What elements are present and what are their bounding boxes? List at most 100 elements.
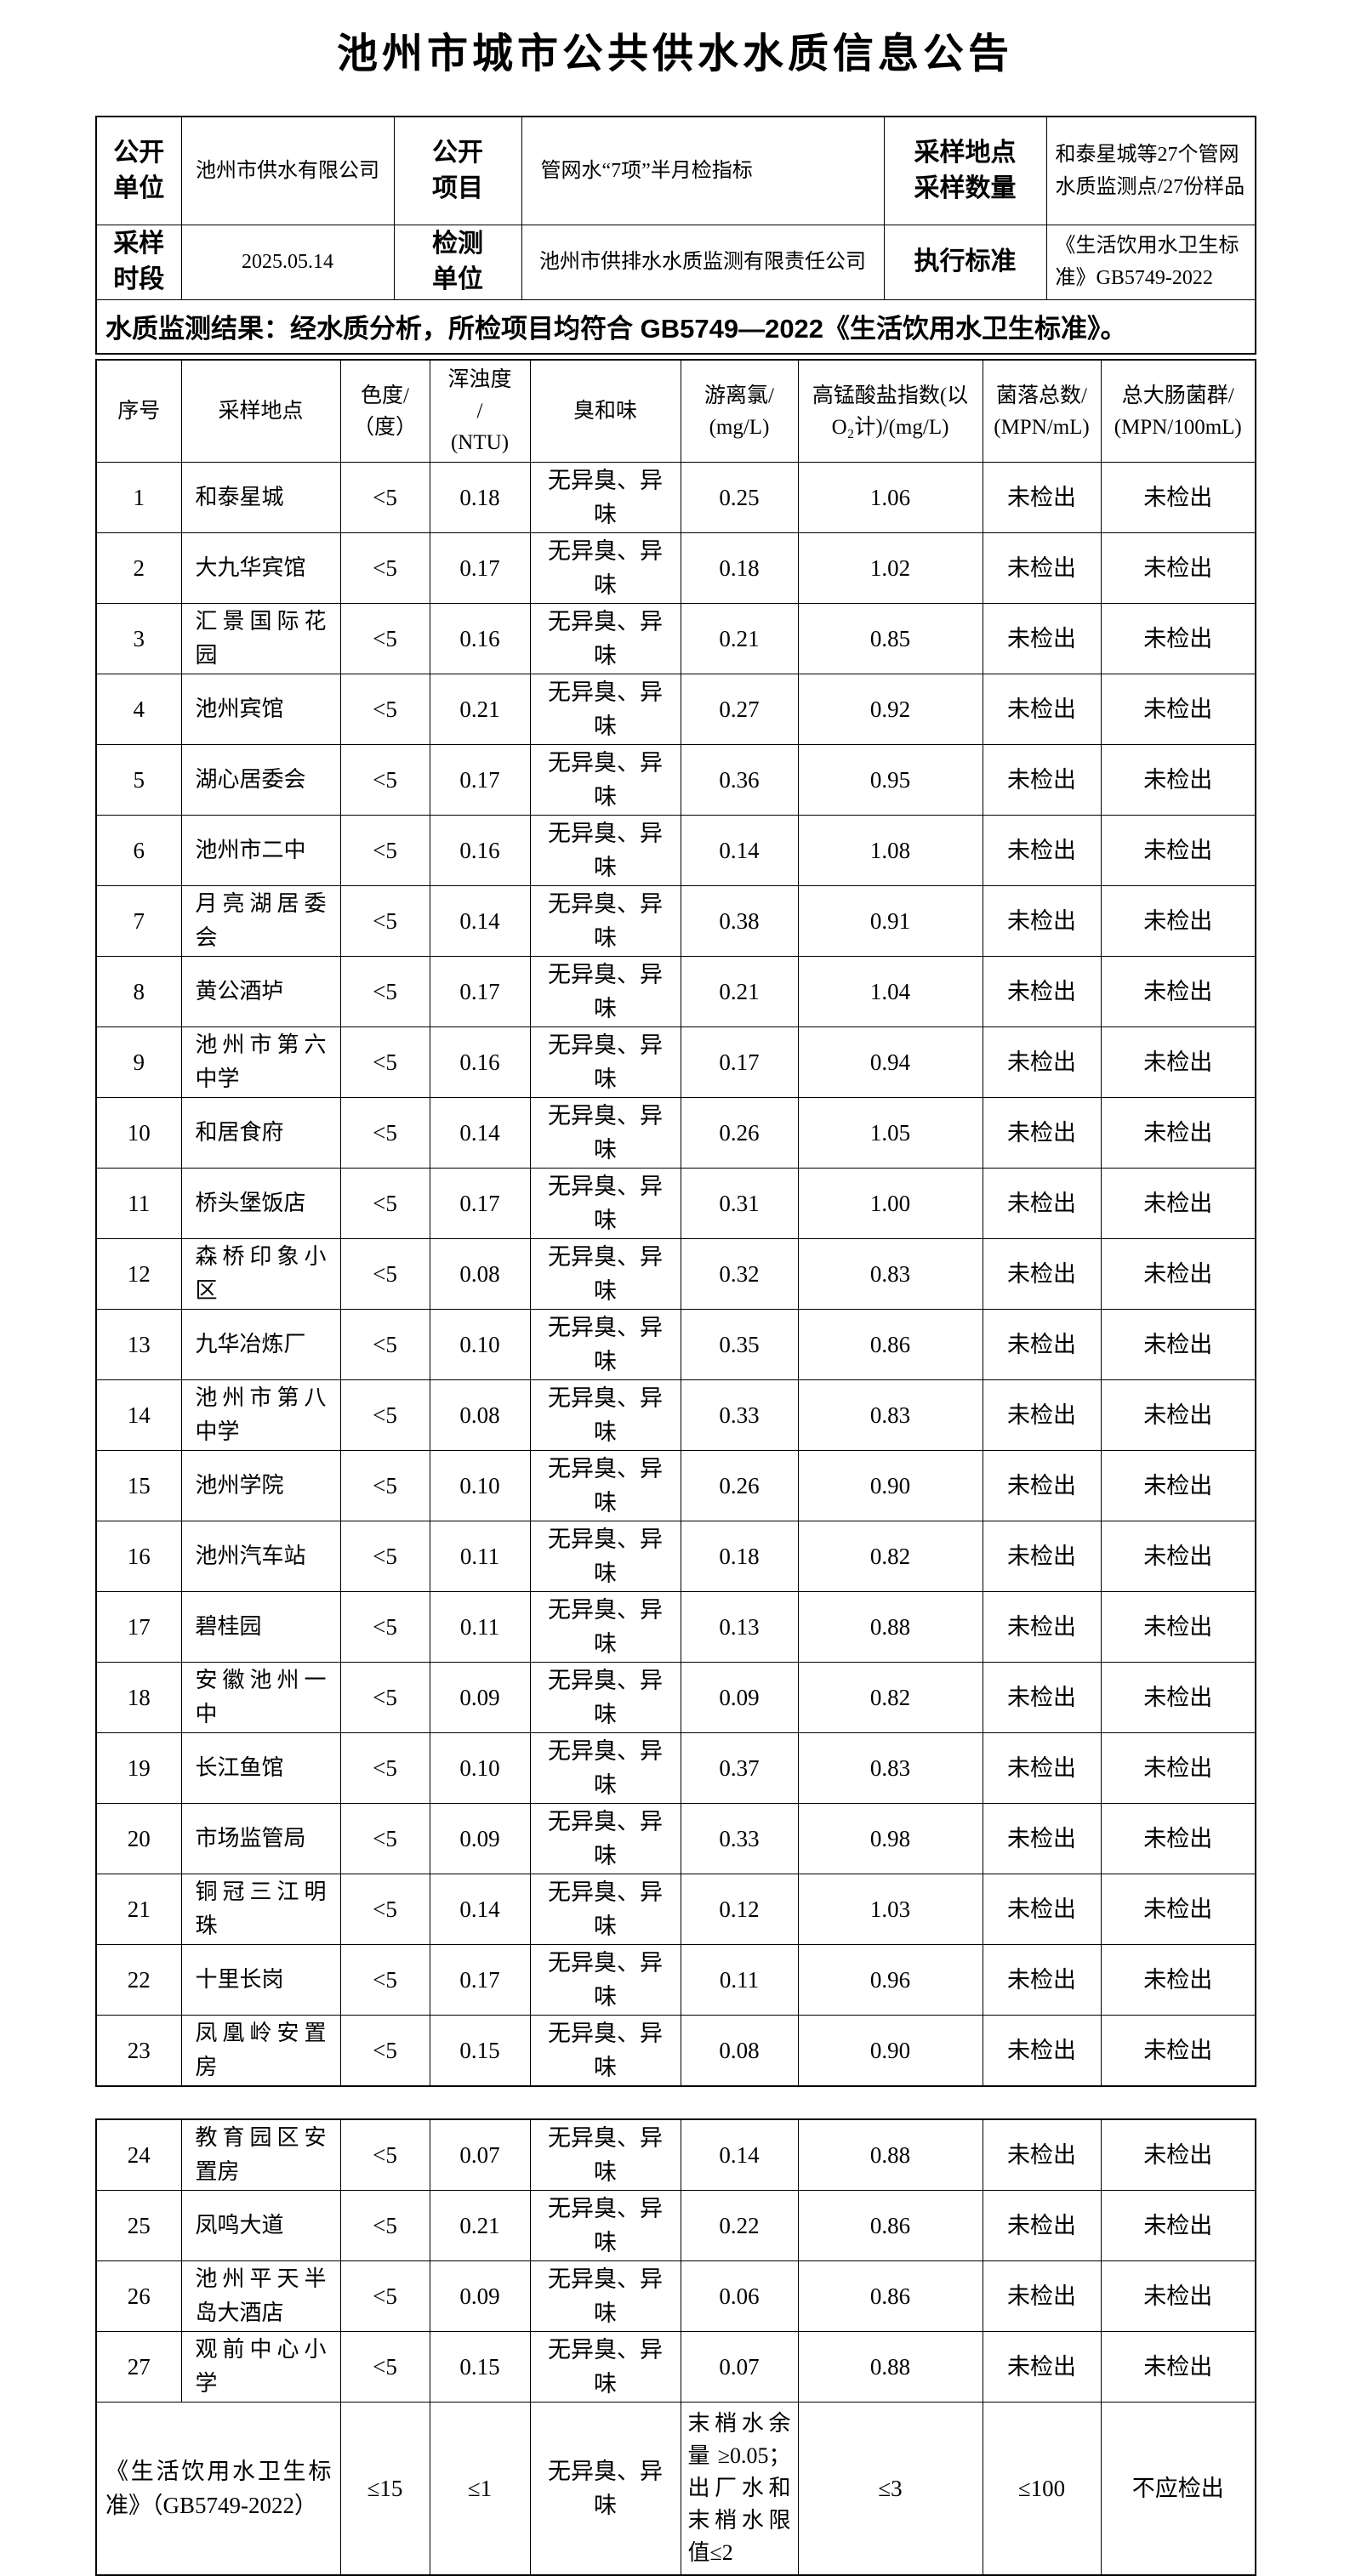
cell-no: 4 [95,674,182,745]
cell-turbidity: 0.21 [429,674,531,745]
cell-chroma: <5 [339,1309,430,1380]
sample-site-value: 和泰星城等27个管网水质监测点/27份样品 [1045,116,1256,225]
cell-chlorine: 0.33 [680,1803,799,1874]
table-row: 18 安徽池州一中 <5 0.09 无异臭、异味 0.09 0.82 未检出 未检出 [95,1662,1256,1733]
standard-cell-odor: 无异臭、异味 [529,2402,681,2576]
standard-cell-chlorine: 末梢水余量≥0.05；出厂水和末梢水限值≤2 [680,2402,799,2576]
cell-colony: 未检出 [982,1521,1102,1592]
cell-permanganate: 1.08 [797,815,983,886]
standard-label: 执行标准 [883,224,1047,300]
cell-coliform: 未检出 [1100,1874,1256,1945]
water-table-header-row: 序号 采样地点 色度/ （度） 浑浊度 / (NTU) 臭和味 游离氯/ (mg/L) 高锰… [95,359,1256,463]
cell-odor: 无异臭、异味 [529,1874,681,1945]
open-unit-value: 池州市供水有限公司 [180,116,395,225]
cell-turbidity: 0.17 [429,1168,531,1239]
cell-location: 汇景国际花园 [180,603,341,674]
cell-no: 18 [95,1662,182,1733]
cell-permanganate: 1.05 [797,1097,983,1169]
cell-chlorine: 0.26 [680,1450,799,1521]
column-header: 游离氯/ (mg/L) [680,359,799,463]
table-row: 4 池州宾馆 <5 0.21 无异臭、异味 0.27 0.92 未检出 未检出 [95,674,1256,745]
page-title: 池州市城市公共供水水质信息公告 [336,31,1013,77]
cell-location: 观前中心小学 [180,2331,341,2403]
table-row: 11 桥头堡饭店 <5 0.17 无异臭、异味 0.31 1.00 未检出 未检出 [95,1168,1256,1239]
table-row: 26 池州平天半岛大酒店 <5 0.09 无异臭、异味 0.06 0.86 未检出 未检出 [95,2260,1256,2332]
cell-turbidity: 0.21 [429,2190,531,2261]
cell-permanganate: 0.95 [797,744,983,816]
cell-odor: 无异臭、异味 [529,2260,681,2332]
cell-chlorine: 0.26 [680,1097,799,1169]
cell-chlorine: 0.09 [680,1662,799,1733]
cell-chlorine: 0.21 [680,956,799,1027]
table-row: 20 市场监管局 <5 0.09 无异臭、异味 0.33 0.98 未检出 未检出 [95,1803,1256,1874]
cell-no: 11 [95,1168,182,1239]
cell-location: 湖心居委会 [180,744,341,816]
cell-colony: 未检出 [982,1026,1102,1098]
cell-chlorine: 0.13 [680,1591,799,1663]
cell-location: 森桥印象小区 [180,1238,341,1310]
cell-no: 9 [95,1026,182,1098]
cell-chlorine: 0.25 [680,462,799,533]
cell-odor: 无异臭、异味 [529,1097,681,1169]
cell-coliform: 未检出 [1100,1450,1256,1521]
cell-chlorine: 0.38 [680,885,799,957]
cell-location: 和泰星城 [180,462,341,533]
cell-no: 27 [95,2331,182,2403]
cell-location: 桥头堡饭店 [180,1168,341,1239]
cell-chlorine: 0.27 [680,674,799,745]
cell-turbidity: 0.15 [429,2331,531,2403]
cell-location: 月亮湖居委会 [180,885,341,957]
cell-location: 池州市第六中学 [180,1026,341,1098]
cell-location: 池州学院 [180,1450,341,1521]
cell-colony: 未检出 [982,462,1102,533]
cell-turbidity: 0.10 [429,1732,531,1804]
open-unit-label: 公开 单位 [95,116,182,225]
cell-turbidity: 0.18 [429,462,531,533]
cell-chlorine: 0.31 [680,1168,799,1239]
cell-chlorine: 0.18 [680,532,799,604]
cell-chroma: <5 [339,1803,430,1874]
cell-colony: 未检出 [982,1168,1102,1239]
cell-chroma: <5 [339,1097,430,1169]
cell-permanganate: 0.83 [797,1732,983,1804]
cell-permanganate: 1.00 [797,1168,983,1239]
cell-colony: 未检出 [982,1591,1102,1663]
cell-no: 10 [95,1097,182,1169]
cell-coliform: 未检出 [1100,603,1256,674]
cell-coliform: 未检出 [1100,1732,1256,1804]
cell-location: 碧桂园 [180,1591,341,1663]
cell-location: 池州宾馆 [180,674,341,745]
cell-coliform: 未检出 [1100,462,1256,533]
cell-odor: 无异臭、异味 [529,1450,681,1521]
cell-no: 22 [95,1944,182,2016]
cell-chlorine: 0.12 [680,1874,799,1945]
column-header: 总大肠菌群/ (MPN/100mL) [1100,359,1256,463]
cell-colony: 未检出 [982,2260,1102,2332]
table-row: 24 教育园区安置房 <5 0.07 无异臭、异味 0.14 0.88 未检出 未检出 [95,2118,1256,2191]
cell-coliform: 未检出 [1100,1521,1256,1592]
cell-coliform: 未检出 [1100,815,1256,886]
cell-chlorine: 0.07 [680,2331,799,2403]
cell-chroma: <5 [339,674,430,745]
cell-location: 大九华宾馆 [180,532,341,604]
cell-colony: 未检出 [982,956,1102,1027]
cell-chroma: <5 [339,1168,430,1239]
cell-colony: 未检出 [982,1732,1102,1804]
cell-colony: 未检出 [982,674,1102,745]
cell-chroma: <5 [339,1026,430,1098]
cell-turbidity: 0.08 [429,1238,531,1310]
cell-colony: 未检出 [982,603,1102,674]
cell-no: 3 [95,603,182,674]
table-row: 21 铜冠三江明珠 <5 0.14 无异臭、异味 0.12 1.03 未检出 未检出 [95,1874,1256,1945]
cell-coliform: 未检出 [1100,1097,1256,1169]
cell-coliform: 未检出 [1100,885,1256,957]
cell-chroma: <5 [339,532,430,604]
result-banner: 水质监测结果：经水质分析，所检项目均符合 GB5749—2022《生活饮用水卫生… [95,299,1256,355]
cell-odor: 无异臭、异味 [529,2190,681,2261]
cell-colony: 未检出 [982,2331,1102,2403]
cell-turbidity: 0.09 [429,2260,531,2332]
cell-permanganate: 0.82 [797,1662,983,1733]
cell-colony: 未检出 [982,885,1102,957]
open-item-label: 公开 项目 [393,116,522,225]
standard-row-label: 《生活饮用水卫生标准》（GB5749-2022） [95,2402,341,2576]
